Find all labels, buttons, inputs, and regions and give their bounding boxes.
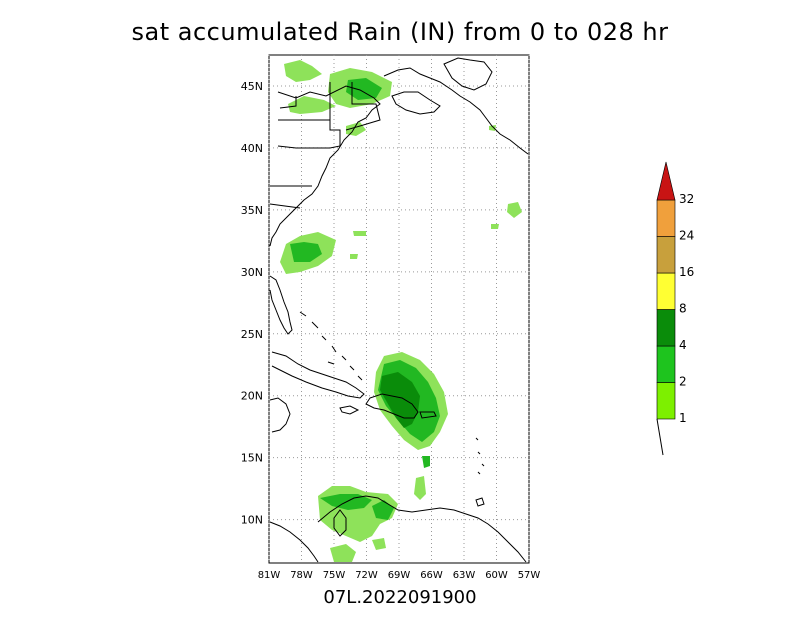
coastline-hispaniola xyxy=(365,393,419,419)
legend-over-range-triangle xyxy=(656,161,676,201)
coastline-florida xyxy=(269,275,293,335)
legend-label: 2 xyxy=(679,375,687,389)
coastline-lake-maracaibo xyxy=(333,509,347,537)
coastline-newfoundland xyxy=(443,57,493,91)
legend-label: 1 xyxy=(679,411,687,425)
coastline-nova-scotia xyxy=(391,91,441,115)
longitude-tick-label: 78W xyxy=(290,570,313,581)
legend-label: 8 xyxy=(679,302,687,316)
rain-area-new-england-core xyxy=(346,78,382,100)
coastline-canada-maritimes xyxy=(383,67,529,155)
rain-area-atlantic xyxy=(491,224,499,229)
latitude-tick-label: 45N xyxy=(241,80,263,93)
rain-area-great-lakes xyxy=(288,96,336,114)
rain-area-hurricane-core xyxy=(380,372,420,428)
legend-under-range-tail xyxy=(656,418,664,456)
latitude-tick-label: 15N xyxy=(241,452,263,465)
rain-area-south-caribbean-core xyxy=(372,500,394,520)
longitude-tick-label: 60W xyxy=(485,570,508,581)
rain-area-south-caribbean xyxy=(330,544,356,562)
rain-area-atlantic xyxy=(507,202,522,218)
legend-label: 24 xyxy=(679,229,694,243)
longitude-tick-label: 66W xyxy=(420,570,443,581)
coastlines xyxy=(269,57,529,563)
legend-label: 4 xyxy=(679,338,687,352)
coastline-lesser-antilles xyxy=(475,437,485,475)
latitude-tick-label: 40N xyxy=(241,142,263,155)
legend-swatch xyxy=(656,199,676,237)
border-us-canada xyxy=(277,119,341,149)
latitude-axis-labels: 45N 40N 35N 30N 25N 20N 15N 10N xyxy=(241,80,263,527)
legend-swatch xyxy=(656,309,676,347)
coastline-jamaica xyxy=(339,405,360,415)
legend-swatch xyxy=(656,345,676,383)
longitude-tick-label: 57W xyxy=(518,570,541,581)
coastline-cuba xyxy=(271,351,365,399)
longitude-tick-label: 72W xyxy=(355,570,378,581)
rain-area-southeast-core xyxy=(290,242,322,262)
legend-label: 16 xyxy=(679,265,694,279)
coastline-north-america xyxy=(269,85,381,247)
coastline-bahamas xyxy=(299,311,363,381)
coastline-puerto-rico xyxy=(419,411,437,419)
border-us-states xyxy=(269,82,381,209)
longitude-tick-label: 81W xyxy=(258,570,281,581)
longitude-tick-label: 69W xyxy=(388,570,411,581)
legend-swatch xyxy=(656,236,676,274)
legend-label: 32 xyxy=(679,192,694,206)
storm-id-label: 07L.2022091900 xyxy=(323,587,477,608)
coastline-trinidad xyxy=(475,497,485,507)
rain-area-atlantic xyxy=(350,254,358,259)
longitude-tick-label: 75W xyxy=(323,570,346,581)
rain-area-tail xyxy=(422,456,430,468)
longitude-axis-labels: 81W 78W 75W 72W 69W 66W 63W 60W 57W xyxy=(258,570,541,581)
rain-area-atlantic xyxy=(353,231,366,236)
legend-swatch xyxy=(656,272,676,310)
graticule xyxy=(268,55,530,563)
rain-area-new-england xyxy=(284,60,322,82)
latitude-tick-label: 35N xyxy=(241,204,263,217)
latitude-tick-label: 20N xyxy=(241,390,263,403)
chart-title: sat accumulated Rain (IN) from 0 to 028 … xyxy=(131,18,669,46)
rain-area-atlantic xyxy=(489,125,496,131)
coastline-south-america xyxy=(317,495,527,563)
rainfall-swaths xyxy=(280,60,522,562)
latitude-tick-label: 25N xyxy=(241,328,263,341)
longitude-tick-label: 63W xyxy=(453,570,476,581)
coastline-central-america xyxy=(269,521,319,563)
legend-swatch xyxy=(656,382,676,420)
latitude-tick-label: 10N xyxy=(241,514,263,527)
rain-area-south-caribbean xyxy=(372,538,386,550)
coastline-yucatan xyxy=(269,397,291,433)
latitude-tick-label: 30N xyxy=(241,266,263,279)
rain-area-tail xyxy=(414,476,426,500)
